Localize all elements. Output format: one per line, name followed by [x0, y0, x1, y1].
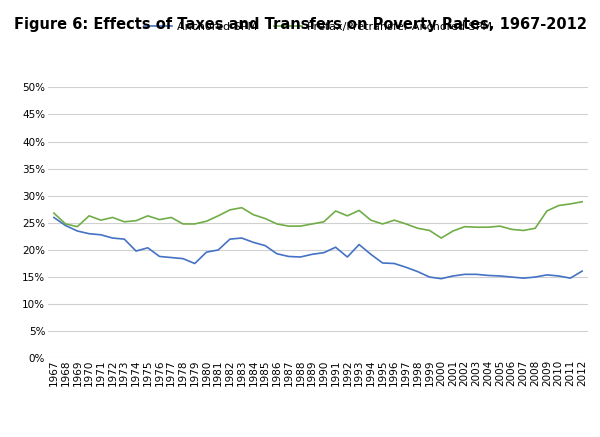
Anchored SPM: [567, 275, 574, 281]
Pretax/Pretransfer Anchored SPM: [555, 203, 562, 208]
Anchored SPM: [320, 250, 328, 255]
Anchored SPM: [285, 254, 292, 259]
Anchored SPM: [485, 273, 492, 278]
Pretax/Pretransfer Anchored SPM: [367, 218, 374, 223]
Anchored SPM: [508, 274, 515, 280]
Anchored SPM: [332, 245, 339, 250]
Pretax/Pretransfer Anchored SPM: [285, 223, 292, 229]
Pretax/Pretransfer Anchored SPM: [379, 221, 386, 226]
Anchored SPM: [238, 236, 245, 241]
Pretax/Pretransfer Anchored SPM: [97, 218, 104, 223]
Anchored SPM: [203, 250, 210, 255]
Pretax/Pretransfer Anchored SPM: [144, 213, 151, 218]
Anchored SPM: [473, 272, 480, 277]
Pretax/Pretransfer Anchored SPM: [62, 221, 69, 226]
Pretax/Pretransfer Anchored SPM: [274, 221, 281, 226]
Pretax/Pretransfer Anchored SPM: [567, 201, 574, 207]
Pretax/Pretransfer Anchored SPM: [485, 225, 492, 230]
Text: Figure 6: Effects of Taxes and Transfers on Poverty Rates, 1967-2012: Figure 6: Effects of Taxes and Transfers…: [14, 17, 587, 32]
Anchored SPM: [297, 254, 304, 260]
Pretax/Pretransfer Anchored SPM: [167, 215, 175, 220]
Anchored SPM: [449, 274, 457, 279]
Pretax/Pretransfer Anchored SPM: [449, 229, 457, 234]
Pretax/Pretransfer Anchored SPM: [355, 208, 362, 213]
Anchored SPM: [355, 242, 362, 247]
Pretax/Pretransfer Anchored SPM: [426, 228, 433, 233]
Anchored SPM: [179, 256, 187, 261]
Pretax/Pretransfer Anchored SPM: [250, 212, 257, 217]
Pretax/Pretransfer Anchored SPM: [544, 208, 551, 214]
Pretax/Pretransfer Anchored SPM: [238, 205, 245, 210]
Anchored SPM: [121, 236, 128, 242]
Pretax/Pretransfer Anchored SPM: [520, 228, 527, 233]
Anchored SPM: [496, 274, 503, 279]
Pretax/Pretransfer Anchored SPM: [179, 221, 187, 226]
Anchored SPM: [532, 274, 539, 280]
Anchored SPM: [226, 236, 233, 242]
Anchored SPM: [379, 260, 386, 266]
Anchored SPM: [344, 254, 351, 260]
Anchored SPM: [367, 252, 374, 257]
Pretax/Pretransfer Anchored SPM: [344, 213, 351, 218]
Pretax/Pretransfer Anchored SPM: [578, 199, 586, 205]
Pretax/Pretransfer Anchored SPM: [215, 213, 222, 218]
Pretax/Pretransfer Anchored SPM: [133, 218, 140, 223]
Anchored SPM: [578, 268, 586, 274]
Anchored SPM: [274, 251, 281, 257]
Anchored SPM: [156, 254, 163, 259]
Pretax/Pretransfer Anchored SPM: [156, 217, 163, 222]
Line: Anchored SPM: Anchored SPM: [54, 218, 582, 279]
Pretax/Pretransfer Anchored SPM: [109, 215, 116, 220]
Anchored SPM: [167, 255, 175, 260]
Pretax/Pretransfer Anchored SPM: [191, 221, 199, 226]
Anchored SPM: [74, 229, 81, 234]
Pretax/Pretransfer Anchored SPM: [203, 218, 210, 224]
Pretax/Pretransfer Anchored SPM: [391, 218, 398, 223]
Pretax/Pretransfer Anchored SPM: [332, 208, 339, 214]
Anchored SPM: [520, 275, 527, 281]
Pretax/Pretransfer Anchored SPM: [473, 225, 480, 230]
Legend: Anchored SPM, Pretax/Pretransfer Anchored SPM: Anchored SPM, Pretax/Pretransfer Anchore…: [139, 17, 497, 36]
Anchored SPM: [544, 272, 551, 277]
Pretax/Pretransfer Anchored SPM: [85, 213, 92, 218]
Anchored SPM: [144, 245, 151, 250]
Pretax/Pretransfer Anchored SPM: [226, 207, 233, 212]
Pretax/Pretransfer Anchored SPM: [50, 211, 58, 216]
Anchored SPM: [403, 265, 410, 270]
Line: Pretax/Pretransfer Anchored SPM: Pretax/Pretransfer Anchored SPM: [54, 202, 582, 238]
Pretax/Pretransfer Anchored SPM: [121, 219, 128, 225]
Anchored SPM: [62, 223, 69, 228]
Pretax/Pretransfer Anchored SPM: [403, 221, 410, 226]
Pretax/Pretransfer Anchored SPM: [532, 225, 539, 231]
Anchored SPM: [191, 261, 199, 266]
Pretax/Pretransfer Anchored SPM: [262, 216, 269, 221]
Anchored SPM: [426, 274, 433, 280]
Anchored SPM: [215, 247, 222, 253]
Anchored SPM: [308, 252, 316, 257]
Anchored SPM: [250, 240, 257, 245]
Anchored SPM: [109, 236, 116, 241]
Anchored SPM: [50, 215, 58, 220]
Pretax/Pretransfer Anchored SPM: [297, 223, 304, 229]
Anchored SPM: [437, 276, 445, 281]
Anchored SPM: [555, 274, 562, 279]
Pretax/Pretransfer Anchored SPM: [308, 221, 316, 226]
Anchored SPM: [391, 261, 398, 266]
Anchored SPM: [414, 269, 421, 274]
Pretax/Pretransfer Anchored SPM: [74, 224, 81, 229]
Pretax/Pretransfer Anchored SPM: [461, 224, 469, 229]
Pretax/Pretransfer Anchored SPM: [437, 236, 445, 241]
Anchored SPM: [85, 231, 92, 236]
Pretax/Pretransfer Anchored SPM: [508, 227, 515, 232]
Anchored SPM: [133, 248, 140, 253]
Pretax/Pretransfer Anchored SPM: [320, 219, 328, 225]
Pretax/Pretransfer Anchored SPM: [414, 225, 421, 231]
Anchored SPM: [97, 232, 104, 237]
Anchored SPM: [461, 272, 469, 277]
Pretax/Pretransfer Anchored SPM: [496, 223, 503, 229]
Anchored SPM: [262, 243, 269, 248]
